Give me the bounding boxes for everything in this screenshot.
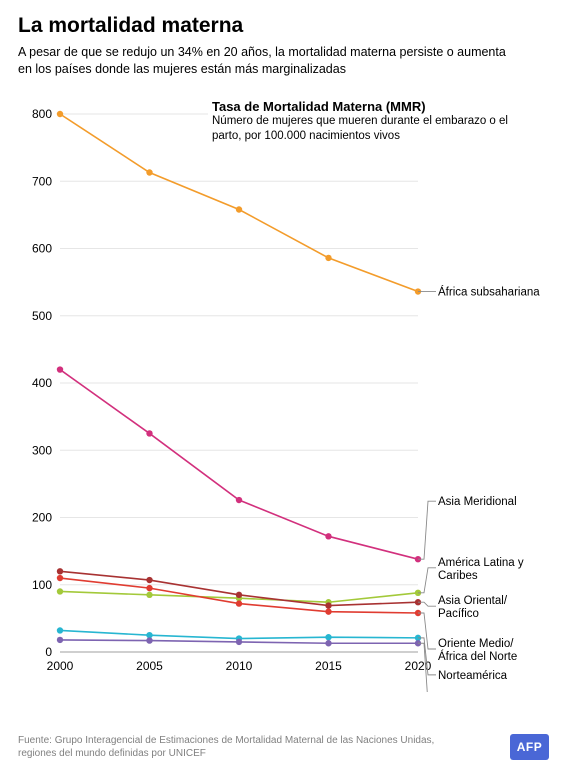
series-marker bbox=[236, 591, 242, 597]
leader-line bbox=[418, 568, 436, 593]
series-marker bbox=[236, 497, 242, 503]
chart-annotation-sub: Número de mujeres que mueren durante el … bbox=[212, 114, 524, 144]
series-marker bbox=[325, 640, 331, 646]
series-line bbox=[60, 369, 418, 559]
y-tick-label: 800 bbox=[32, 107, 52, 121]
series-marker bbox=[146, 430, 152, 436]
chart-annotation-title: Tasa de Mortalidad Materna (MMR) bbox=[212, 99, 524, 114]
series-marker bbox=[57, 366, 63, 372]
series-marker bbox=[57, 588, 63, 594]
y-tick-label: 600 bbox=[32, 241, 52, 255]
series-marker bbox=[236, 600, 242, 606]
y-tick-label: 300 bbox=[32, 443, 52, 457]
page-subtitle: A pesar de que se redujo un 34% en 20 añ… bbox=[18, 44, 561, 78]
series-marker bbox=[146, 637, 152, 643]
chart-source: Fuente: Grupo Interagencial de Estimacio… bbox=[18, 734, 448, 760]
series-marker bbox=[57, 568, 63, 574]
chart-annotation: Tasa de Mortalidad Materna (MMR) Número … bbox=[208, 96, 528, 147]
series-label: Asia Meridional bbox=[438, 496, 517, 508]
series-marker bbox=[325, 533, 331, 539]
series-marker bbox=[325, 608, 331, 614]
series-marker bbox=[146, 169, 152, 175]
series-label: Asia Oriental/ bbox=[438, 595, 508, 607]
y-tick-label: 0 bbox=[45, 645, 52, 659]
y-tick-label: 100 bbox=[32, 578, 52, 592]
series-marker bbox=[325, 634, 331, 640]
series-label: Caribes bbox=[438, 570, 478, 582]
y-tick-label: 500 bbox=[32, 309, 52, 323]
series-label: América Latina y bbox=[438, 557, 524, 569]
series-marker bbox=[236, 638, 242, 644]
series-marker bbox=[146, 591, 152, 597]
series-label: Pacífico bbox=[438, 608, 479, 620]
series-marker bbox=[57, 636, 63, 642]
series-marker bbox=[325, 602, 331, 608]
y-tick-label: 200 bbox=[32, 510, 52, 524]
series-label: África del Norte bbox=[438, 650, 517, 663]
leader-line bbox=[418, 501, 436, 559]
x-tick-label: 2005 bbox=[136, 659, 163, 673]
series-marker bbox=[325, 254, 331, 260]
series-marker bbox=[146, 577, 152, 583]
x-tick-label: 2010 bbox=[226, 659, 253, 673]
x-tick-label: 2000 bbox=[47, 659, 74, 673]
x-tick-label: 2015 bbox=[315, 659, 342, 673]
page-title: La mortalidad materna bbox=[18, 14, 561, 38]
series-marker bbox=[57, 111, 63, 117]
y-tick-label: 400 bbox=[32, 376, 52, 390]
y-tick-label: 700 bbox=[32, 174, 52, 188]
series-label: Norteamérica bbox=[438, 670, 508, 682]
chart-svg: 0 100 200 300 400 500 600 700 800 2000 2005 2010 201… bbox=[18, 92, 558, 692]
series-label: Oriente Medio/ bbox=[438, 638, 514, 650]
series-marker bbox=[57, 627, 63, 633]
series-label: África subsahariana bbox=[438, 285, 540, 298]
chart: 0 100 200 300 400 500 600 700 800 2000 2005 2010 201… bbox=[18, 92, 558, 692]
afp-logo: AFP bbox=[510, 734, 549, 760]
series-marker bbox=[57, 575, 63, 581]
series-marker bbox=[146, 585, 152, 591]
series-marker bbox=[236, 206, 242, 212]
